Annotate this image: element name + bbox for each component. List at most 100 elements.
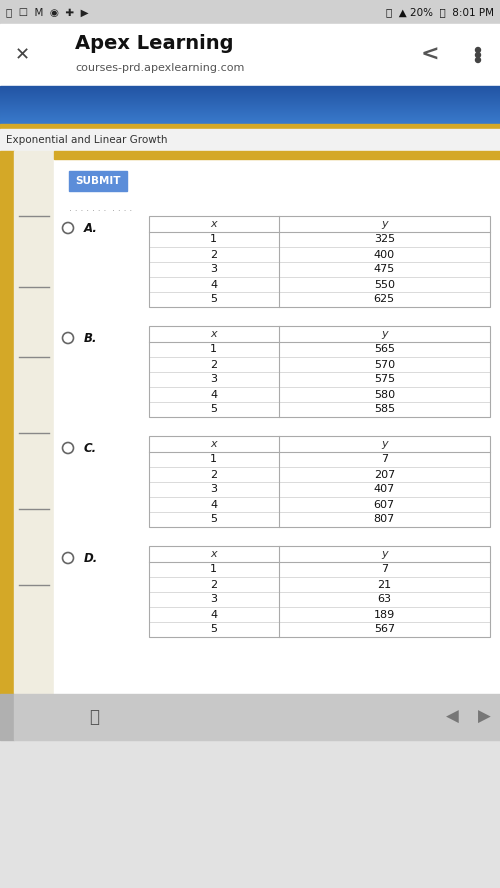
Bar — [0, 99, 500, 100]
Text: 21: 21 — [377, 580, 392, 590]
Text: 2: 2 — [210, 250, 218, 259]
Text: 3: 3 — [210, 594, 218, 605]
Text: 585: 585 — [374, 405, 395, 415]
Text: 4: 4 — [210, 280, 218, 289]
Bar — [149, 326, 490, 417]
Text: y: y — [381, 549, 388, 559]
Text: 567: 567 — [374, 624, 395, 635]
Text: 7: 7 — [380, 565, 388, 575]
Bar — [0, 110, 500, 111]
Bar — [0, 87, 500, 88]
Bar — [0, 97, 500, 98]
Text: ◀: ◀ — [446, 708, 458, 726]
Bar — [0, 120, 500, 121]
Bar — [0, 129, 500, 151]
Text: 550: 550 — [374, 280, 395, 289]
Bar — [0, 98, 500, 99]
Text: x: x — [210, 219, 217, 229]
Text: 4: 4 — [210, 609, 218, 620]
Text: D.: D. — [84, 551, 98, 565]
Text: 5: 5 — [210, 514, 218, 525]
Circle shape — [476, 52, 480, 58]
Bar — [0, 116, 500, 117]
Bar — [149, 216, 490, 307]
Bar — [0, 102, 500, 103]
Bar — [0, 91, 500, 92]
Text: courses-prd.apexlearning.com: courses-prd.apexlearning.com — [75, 63, 244, 73]
Bar — [0, 96, 500, 97]
Bar — [0, 122, 500, 123]
Text: Exponential and Linear Growth: Exponential and Linear Growth — [6, 135, 168, 145]
Bar — [69, 171, 127, 191]
Text: A.: A. — [84, 221, 98, 234]
Bar — [0, 115, 500, 116]
Bar — [0, 109, 500, 110]
Text: 3: 3 — [210, 265, 218, 274]
Bar — [14, 694, 500, 740]
Text: ✕: ✕ — [14, 46, 30, 64]
Text: C.: C. — [84, 441, 97, 455]
Bar — [0, 24, 500, 86]
Text: 575: 575 — [374, 375, 395, 385]
Text: y: y — [381, 219, 388, 229]
Bar — [0, 151, 14, 694]
Text: y: y — [381, 329, 388, 339]
Bar — [0, 101, 500, 102]
Text: 📶  ▲ 20%  🔋  8:01 PM: 📶 ▲ 20% 🔋 8:01 PM — [386, 7, 494, 17]
Bar — [54, 151, 500, 159]
Text: 4: 4 — [210, 499, 218, 510]
Text: x: x — [210, 329, 217, 339]
Bar — [0, 89, 500, 90]
Text: 2: 2 — [210, 360, 218, 369]
Text: 400: 400 — [374, 250, 395, 259]
Bar — [0, 100, 500, 101]
Text: 3: 3 — [210, 375, 218, 385]
Bar — [0, 90, 500, 91]
Text: 4: 4 — [210, 390, 218, 400]
Circle shape — [476, 47, 480, 52]
Text: 63: 63 — [378, 594, 392, 605]
Bar — [0, 108, 500, 109]
Text: 7: 7 — [380, 455, 388, 464]
Bar — [0, 86, 500, 87]
Bar — [149, 546, 490, 637]
Bar — [0, 104, 500, 105]
Text: x: x — [210, 439, 217, 449]
Bar — [0, 124, 500, 129]
Bar — [0, 0, 500, 24]
Text: 475: 475 — [374, 265, 395, 274]
Text: 1: 1 — [210, 565, 218, 575]
Bar — [0, 112, 500, 113]
Bar — [0, 694, 14, 740]
Bar — [54, 151, 500, 694]
Text: <: < — [420, 45, 440, 65]
Bar — [0, 95, 500, 96]
Bar — [0, 92, 500, 93]
Bar — [0, 113, 500, 114]
Bar — [14, 151, 54, 694]
Text: 570: 570 — [374, 360, 395, 369]
Text: 2: 2 — [210, 470, 218, 480]
Bar — [0, 123, 500, 124]
Text: ⓘ  ☐  M  ◉  ✚  ▶: ⓘ ☐ M ◉ ✚ ▶ — [6, 7, 88, 17]
Bar — [0, 103, 500, 104]
Bar — [0, 88, 500, 89]
Text: y: y — [381, 439, 388, 449]
Bar — [0, 121, 500, 122]
Text: 607: 607 — [374, 499, 395, 510]
Text: x: x — [210, 549, 217, 559]
Text: 207: 207 — [374, 470, 395, 480]
Bar — [0, 114, 500, 115]
Text: ⬛: ⬛ — [89, 708, 99, 726]
Bar — [149, 546, 490, 637]
Text: Apex Learning: Apex Learning — [75, 35, 234, 53]
Text: 580: 580 — [374, 390, 395, 400]
Text: 565: 565 — [374, 345, 395, 354]
Text: ▶: ▶ — [478, 708, 490, 726]
Bar — [149, 326, 490, 417]
Bar — [0, 118, 500, 119]
Bar — [0, 117, 500, 118]
Text: B.: B. — [84, 331, 98, 345]
Text: 325: 325 — [374, 234, 395, 244]
Text: 5: 5 — [210, 405, 218, 415]
